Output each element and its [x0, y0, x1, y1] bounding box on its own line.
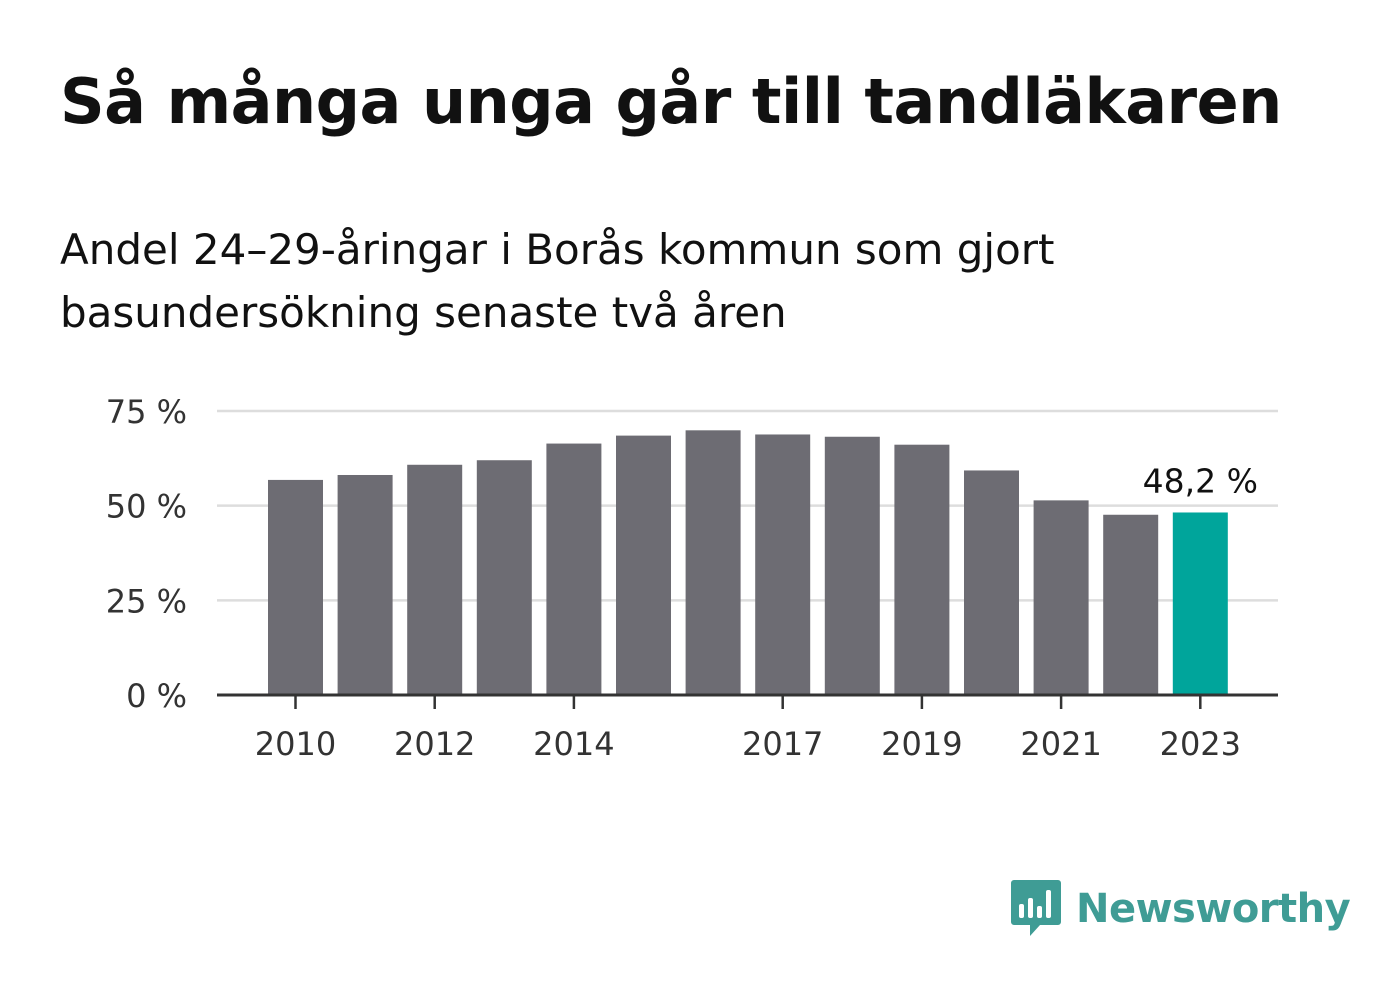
x-tick-label: 2014 [533, 725, 614, 763]
bar [268, 479, 323, 695]
axes [217, 693, 1278, 709]
gridlines [217, 409, 1278, 602]
y-tick-label: 75 % [106, 393, 187, 431]
x-tick-label: 2023 [1160, 725, 1241, 763]
x-tick-label: 2012 [394, 725, 475, 763]
chart-title: Så många unga går till tandläkaren [60, 65, 1282, 138]
bar [894, 444, 950, 695]
y-tick-label: 0 % [126, 677, 187, 715]
newsworthy-logo: Newsworthy [1010, 878, 1351, 940]
y-tick-label: 25 % [106, 582, 187, 620]
chart-subtitle: Andel 24–29-åringar i Borås kommun som g… [60, 225, 1055, 337]
x-tick-label: 2017 [742, 725, 823, 763]
bar [964, 470, 1019, 695]
y-tick-label: 50 % [106, 488, 187, 526]
bar [755, 434, 811, 695]
bar [476, 460, 532, 695]
labels: 0 % 25 % 50 % 75 % 2010 2012 2014 2017 2019 2021 2… [106, 393, 1258, 763]
x-tick-label: 2010 [255, 725, 336, 763]
bar-highlight [1172, 512, 1228, 695]
data-label-highlight: 48,2 % [1143, 461, 1258, 500]
bar [1033, 500, 1089, 695]
bar [337, 474, 393, 695]
brand-name: Newsworthy [1076, 886, 1351, 932]
bar [1103, 514, 1159, 695]
bars [268, 430, 1228, 695]
x-tick-label: 2021 [1020, 725, 1101, 763]
bar [685, 430, 741, 695]
bar [546, 443, 602, 695]
bar-chart-speech-bubble-icon [1011, 880, 1061, 936]
bar [824, 436, 880, 695]
bar-chart: 0 % 25 % 50 % 75 % 2010 2012 2014 2017 2019 2021 2… [106, 393, 1278, 763]
bar [407, 464, 463, 695]
bar [616, 435, 671, 695]
x-tick-label: 2019 [881, 725, 962, 763]
